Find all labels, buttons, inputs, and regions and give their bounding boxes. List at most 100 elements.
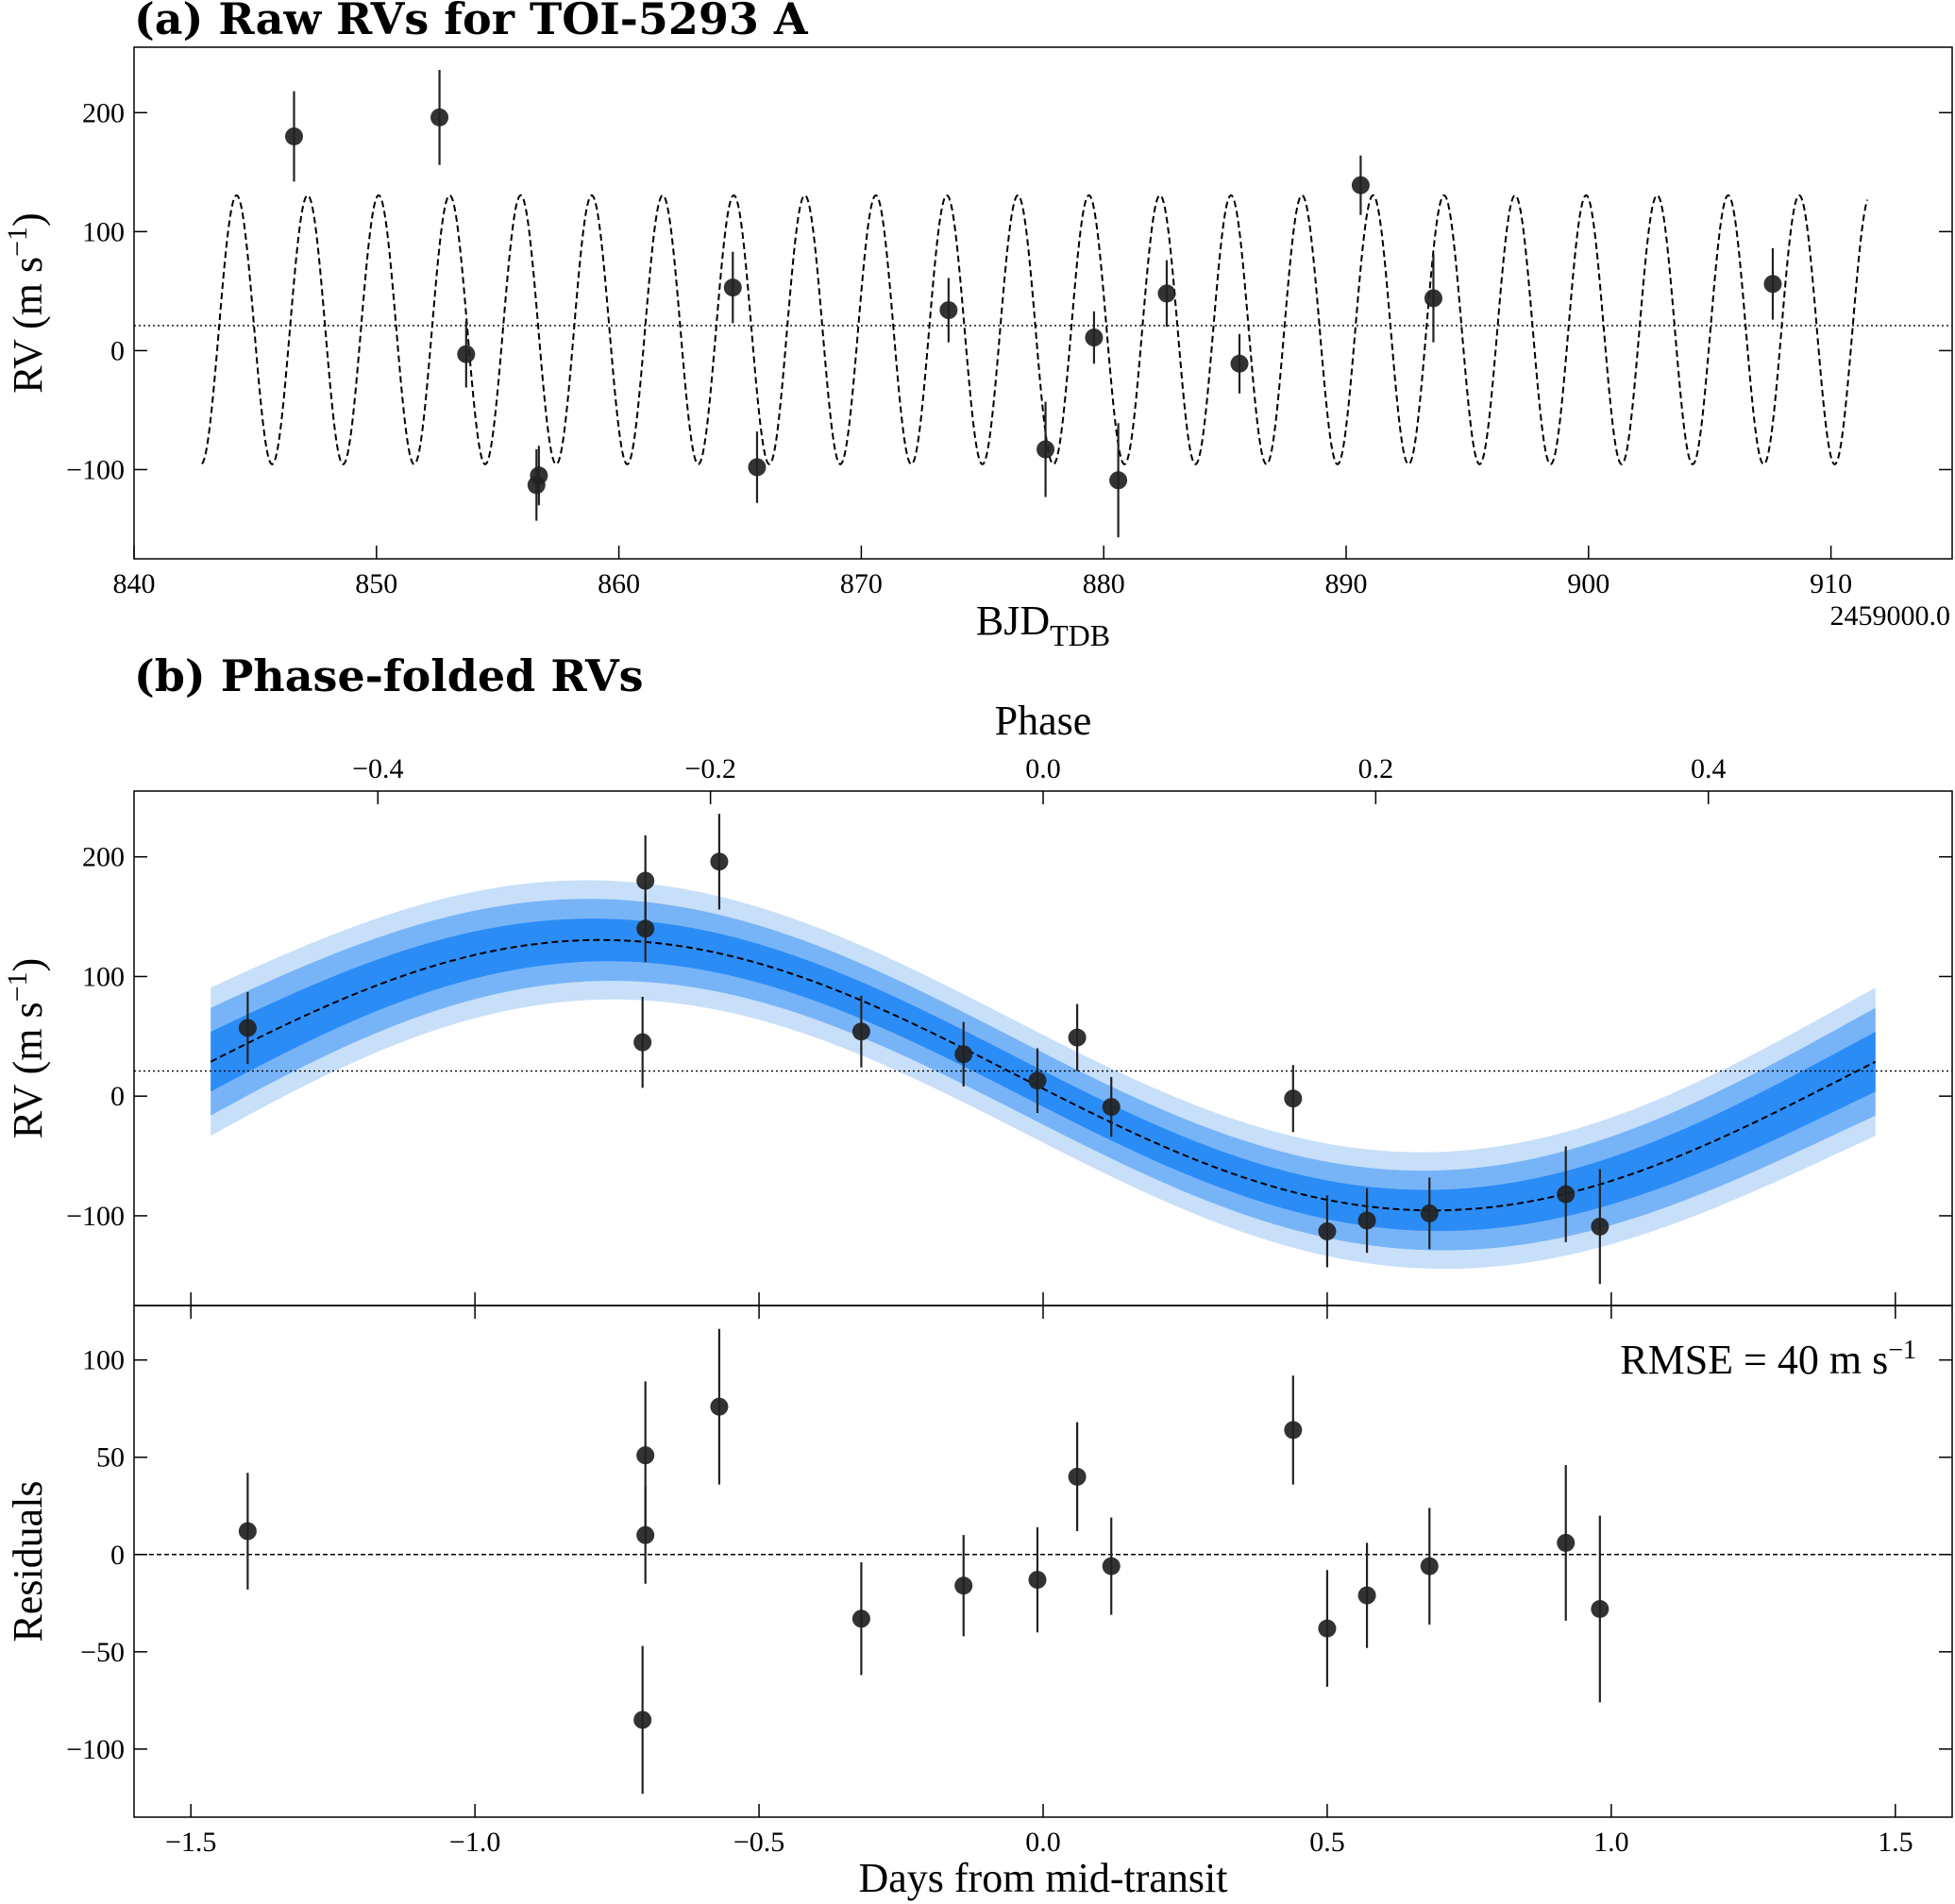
panel-b-top-xlabel: Phase [995, 698, 1092, 744]
panel-b-point [954, 1045, 973, 1064]
panel-c-rmse-annotation: RMSE = 40 m s−1 [1620, 1336, 1916, 1383]
panel-a-point [1230, 354, 1249, 373]
panel-c-ytick-label: 100 [82, 1345, 125, 1376]
panel-a-model-curve [201, 194, 1869, 465]
panel-c-xtick-label: −1.0 [449, 1827, 500, 1858]
panel-c-ytick-label: −100 [66, 1734, 125, 1765]
panel-a-point [284, 127, 303, 146]
panel-b-point [1068, 1028, 1087, 1047]
panel-b-point [710, 852, 729, 871]
panel-b-point [1102, 1098, 1121, 1117]
panel-c-xtick-label: 1.0 [1593, 1827, 1629, 1858]
panel-c-point [1068, 1467, 1087, 1486]
panel-a-raw-rvs: −100 0 100 200 840 850 860 870 880 890 900 910 (a) R… [2, 0, 1953, 652]
panel-b-ytick-label: 0 [110, 1081, 125, 1112]
panel-a-point [457, 345, 476, 363]
panel-a-title: (a) Raw RVs for TOI-5293 A [134, 0, 809, 44]
panel-c-point [636, 1525, 655, 1544]
panel-a-xtick-label: 890 [1325, 568, 1368, 599]
panel-b-top-xtick-label: 0.2 [1358, 753, 1394, 784]
panel-a-x-offset: 2459000.0 [1830, 600, 1951, 632]
panel-c-point [1318, 1619, 1337, 1638]
panel-b-ytick-label: 100 [82, 961, 125, 992]
panel-c-point [851, 1609, 870, 1628]
panel-c-xtick-label: −1.5 [165, 1827, 216, 1858]
panel-c-xtick-label: 0.0 [1025, 1827, 1061, 1858]
panel-c-xtick-label: −0.5 [733, 1827, 784, 1858]
panel-b-point [633, 1033, 652, 1052]
panel-a-point [530, 466, 548, 485]
panel-b-point [636, 871, 655, 890]
panel-c-point [633, 1710, 652, 1729]
panel-a-point [1424, 289, 1442, 308]
panel-a-ylabel-sup: −1 [2, 227, 33, 257]
panel-c-xtick-label: 1.5 [1878, 1827, 1913, 1858]
panel-a-point [1763, 275, 1782, 294]
panel-b-point [1557, 1185, 1576, 1204]
panel-b-top-xtick-label: 0.0 [1025, 753, 1061, 784]
panel-a-xtick-label: 850 [355, 568, 397, 599]
panel-c-point [1420, 1557, 1439, 1575]
panel-a-frame [133, 46, 1953, 560]
panel-a-ylabel-close: ) [5, 212, 51, 227]
panel-c-point [954, 1576, 973, 1595]
panel-a-xtick-label: 880 [1083, 568, 1125, 599]
panel-c-ylabel: Residuals [5, 1480, 51, 1642]
panel-a-point [723, 278, 742, 297]
panel-b-point [636, 919, 655, 938]
panel-a-point [1109, 471, 1128, 490]
panel-a-point [939, 301, 958, 320]
panel-c-point [1557, 1533, 1576, 1552]
panel-c-point [636, 1446, 655, 1465]
panel-b-ylabel-sup: −1 [2, 971, 33, 1002]
panel-b-top-xtick-label: −0.2 [684, 753, 735, 784]
panel-b-point [1318, 1222, 1337, 1240]
panel-b-top-xtick-label: −0.4 [352, 753, 403, 784]
panel-b-point [1357, 1211, 1376, 1230]
panel-a-ytick-label: 0 [110, 335, 125, 366]
panel-c-point [1102, 1557, 1121, 1575]
panel-c-xtick-label: 0.5 [1309, 1827, 1345, 1858]
panel-a-ytick-label: 200 [82, 97, 125, 128]
panel-b-point [1591, 1217, 1610, 1236]
panel-b-model-curve [210, 938, 1877, 1212]
panel-a-point [1157, 284, 1176, 303]
panel-b-top-xtick-label: 0.4 [1691, 753, 1727, 784]
panel-c-xlabel: Days from mid-transit [858, 1855, 1227, 1901]
panel-b-ylabel: RV (m s−1) [2, 958, 51, 1138]
panel-c-residuals: −100 −50 0 50 100 −1.5 −1.0 −0.5 0.0 0.5 1.0 1.5 Day… [5, 1305, 1953, 1901]
panel-c-ytick-label: −50 [80, 1637, 125, 1668]
panel-b-point [1420, 1204, 1439, 1222]
panel-a-ytick-label: −100 [66, 454, 125, 485]
panel-a-point [1036, 440, 1055, 459]
panel-a-xtick-label: 910 [1810, 568, 1852, 599]
panel-c-rmse-sup: −1 [1888, 1336, 1916, 1365]
panel-b-ylabel-close: ) [5, 958, 51, 972]
panel-a-ylabel: RV (m s−1) [2, 212, 51, 393]
panel-b-point [238, 1019, 257, 1037]
panel-b-phase-folded: −100 0 100 200 −0.4 −0.2 0.0 0.2 0.4 Phase (b) Pha… [2, 650, 1953, 1319]
panel-c-point [1591, 1599, 1610, 1618]
panel-a-xlabel-sub: TDB [1050, 618, 1110, 652]
panel-c-ytick-label: 50 [96, 1442, 125, 1474]
panel-a-point [1085, 329, 1104, 347]
panel-b-point [1284, 1089, 1303, 1108]
panel-a-xtick-label: 860 [598, 568, 640, 599]
panel-c-point [710, 1397, 729, 1416]
panel-a-ytick-label: 100 [82, 216, 125, 247]
panel-b-point [1028, 1071, 1047, 1090]
panel-c-point [238, 1522, 257, 1541]
panel-b-title: (b) Phase-folded RVs [134, 650, 644, 701]
panel-a-point [748, 458, 767, 477]
panel-c-point [1357, 1586, 1376, 1605]
panel-b-ytick-label: −100 [66, 1201, 125, 1232]
panel-a-xtick-label: 900 [1567, 568, 1610, 599]
panel-b-ytick-label: 200 [82, 842, 125, 873]
panel-a-xtick-label: 870 [840, 568, 883, 599]
panel-a-point [1351, 176, 1370, 194]
panel-c-point [1028, 1571, 1047, 1590]
panel-b-point [851, 1022, 870, 1041]
panel-a-xtick-label: 840 [113, 568, 156, 599]
panel-c-ytick-label: 0 [110, 1540, 125, 1571]
